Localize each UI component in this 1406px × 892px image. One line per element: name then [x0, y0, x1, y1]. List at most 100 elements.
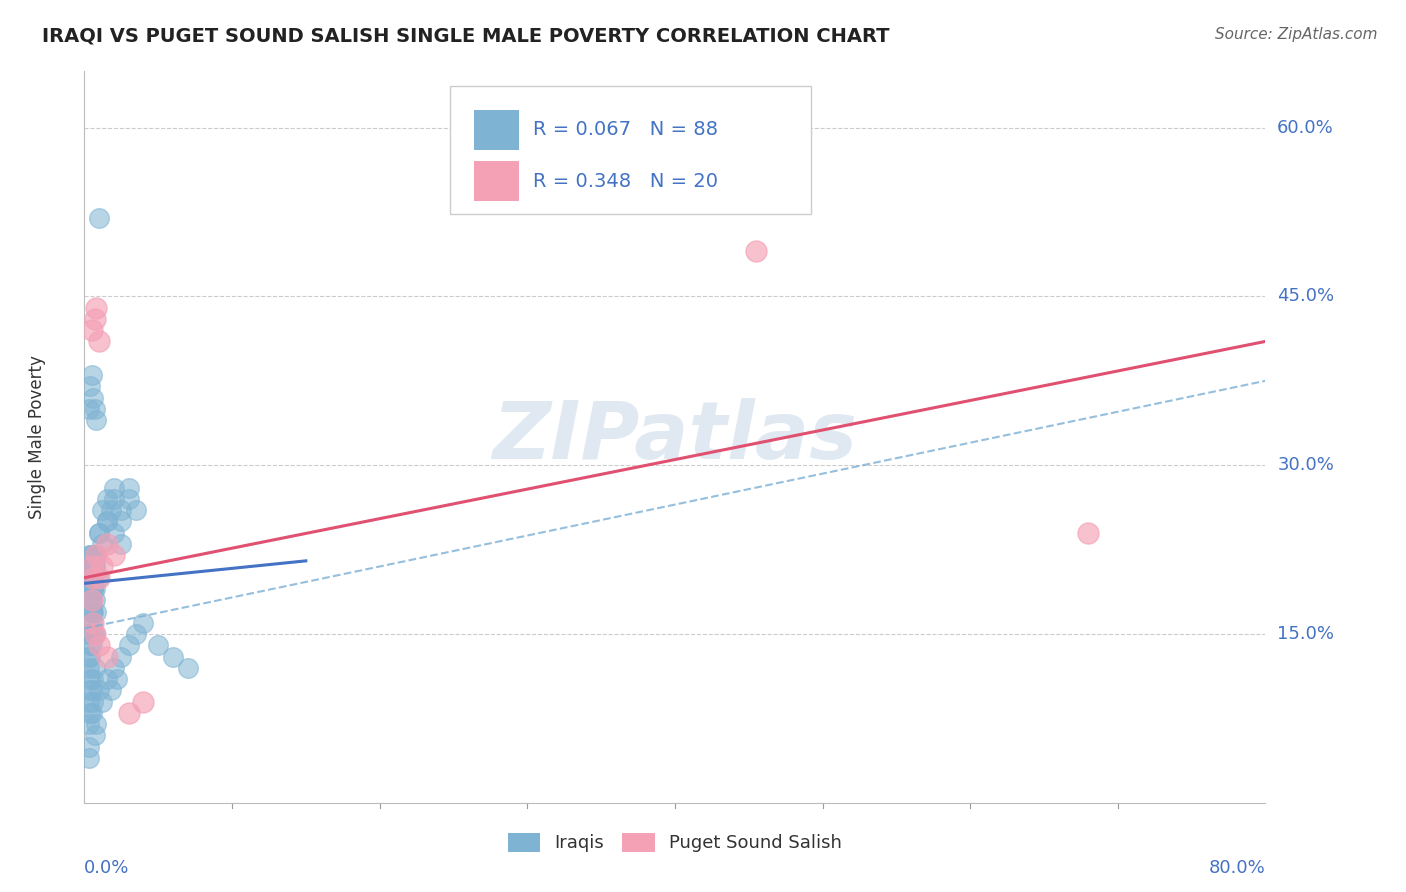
- Point: [110, 515, 132, 529]
- Point: [83, 582, 105, 596]
- Point: [110, 503, 132, 517]
- Point: [118, 481, 141, 495]
- Point: [110, 649, 132, 664]
- Point: [77, 694, 100, 708]
- Point: [80, 593, 103, 607]
- Text: R = 0.348   N = 20: R = 0.348 N = 20: [533, 171, 718, 191]
- Point: [82, 672, 104, 686]
- Point: [96, 515, 118, 529]
- Point: [79, 548, 101, 562]
- Point: [83, 401, 105, 416]
- Point: [82, 627, 104, 641]
- Point: [87, 638, 111, 652]
- Point: [77, 615, 100, 630]
- Point: [86, 571, 108, 585]
- Text: 45.0%: 45.0%: [1277, 287, 1334, 305]
- Point: [83, 312, 105, 326]
- Point: [79, 571, 101, 585]
- Text: 30.0%: 30.0%: [1277, 456, 1334, 475]
- Point: [83, 559, 105, 574]
- Point: [87, 525, 111, 540]
- Point: [79, 548, 101, 562]
- Point: [148, 638, 170, 652]
- Point: [84, 548, 107, 562]
- Point: [80, 605, 103, 619]
- Point: [84, 413, 107, 427]
- Legend: Iraqis, Puget Sound Salish: Iraqis, Puget Sound Salish: [501, 826, 849, 860]
- Point: [132, 615, 155, 630]
- Text: 15.0%: 15.0%: [1277, 625, 1334, 643]
- Point: [91, 694, 114, 708]
- Point: [77, 649, 100, 664]
- Point: [80, 571, 103, 585]
- Point: [80, 559, 103, 574]
- Point: [118, 706, 141, 720]
- Text: R = 0.067   N = 88: R = 0.067 N = 88: [533, 120, 718, 139]
- Point: [82, 582, 104, 596]
- Point: [77, 751, 100, 765]
- Text: Source: ZipAtlas.com: Source: ZipAtlas.com: [1215, 27, 1378, 42]
- Text: ZIPatlas: ZIPatlas: [492, 398, 858, 476]
- Point: [105, 672, 128, 686]
- Point: [82, 582, 104, 596]
- Point: [83, 559, 105, 574]
- Point: [83, 728, 105, 742]
- Point: [83, 627, 105, 641]
- Point: [103, 491, 125, 506]
- Point: [103, 548, 125, 562]
- Point: [82, 548, 104, 562]
- Point: [82, 571, 104, 585]
- Point: [82, 571, 104, 585]
- Point: [79, 638, 101, 652]
- Point: [745, 244, 768, 259]
- Point: [79, 672, 101, 686]
- Point: [103, 481, 125, 495]
- Point: [100, 683, 122, 698]
- Point: [80, 706, 103, 720]
- Point: [79, 706, 101, 720]
- Point: [96, 515, 118, 529]
- Point: [80, 605, 103, 619]
- Point: [82, 605, 104, 619]
- Text: 80.0%: 80.0%: [1209, 859, 1265, 877]
- Point: [80, 559, 103, 574]
- Text: 60.0%: 60.0%: [1277, 119, 1334, 136]
- Point: [82, 582, 104, 596]
- Point: [84, 605, 107, 619]
- Point: [80, 368, 103, 383]
- Point: [100, 503, 122, 517]
- Point: [91, 537, 114, 551]
- Point: [84, 301, 107, 315]
- Point: [77, 571, 100, 585]
- Point: [125, 627, 148, 641]
- Point: [80, 615, 103, 630]
- Text: IRAQI VS PUGET SOUND SALISH SINGLE MALE POVERTY CORRELATION CHART: IRAQI VS PUGET SOUND SALISH SINGLE MALE …: [42, 27, 890, 45]
- Point: [1077, 525, 1099, 540]
- Point: [79, 379, 101, 393]
- Point: [82, 694, 104, 708]
- Point: [87, 211, 111, 225]
- Point: [87, 334, 111, 349]
- Point: [96, 649, 118, 664]
- Point: [103, 525, 125, 540]
- Point: [103, 661, 125, 675]
- Point: [79, 593, 101, 607]
- Point: [84, 717, 107, 731]
- Point: [83, 627, 105, 641]
- Point: [77, 593, 100, 607]
- Point: [79, 649, 101, 664]
- Point: [177, 661, 200, 675]
- Point: [87, 683, 111, 698]
- Point: [80, 683, 103, 698]
- Point: [80, 638, 103, 652]
- Point: [110, 537, 132, 551]
- Point: [96, 491, 118, 506]
- Point: [118, 491, 141, 506]
- Point: [91, 503, 114, 517]
- Point: [125, 503, 148, 517]
- Point: [96, 672, 118, 686]
- FancyBboxPatch shape: [474, 161, 519, 202]
- Point: [80, 593, 103, 607]
- Point: [118, 638, 141, 652]
- Point: [80, 582, 103, 596]
